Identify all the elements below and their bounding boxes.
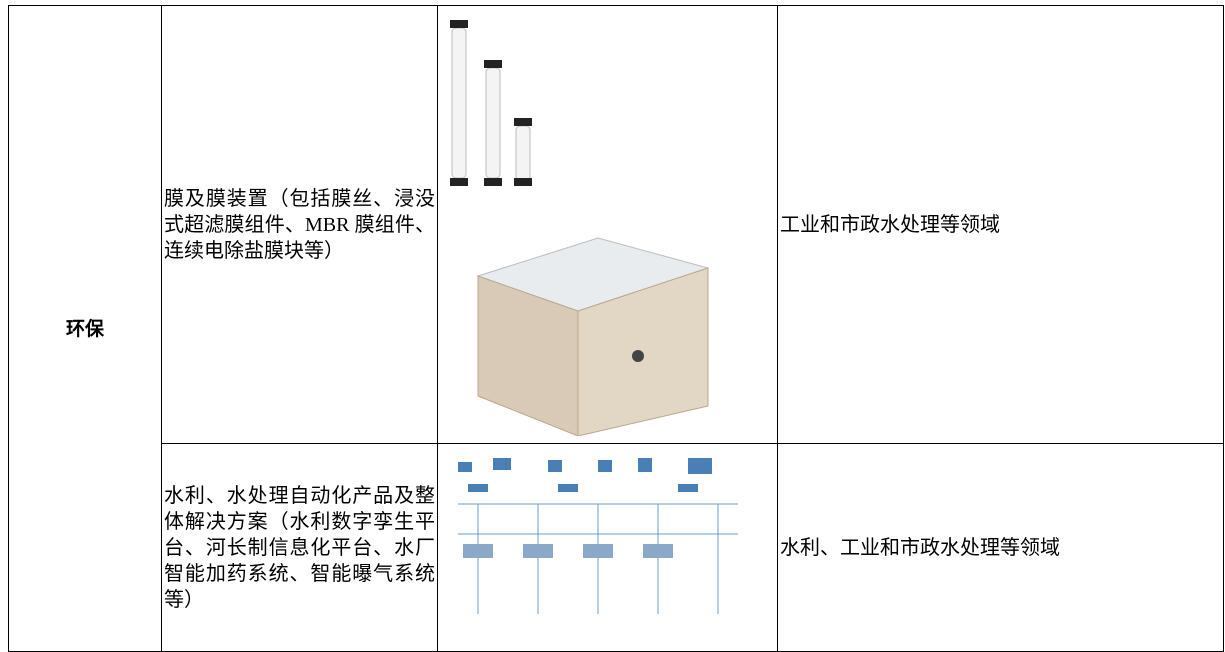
image-cell	[437, 443, 778, 652]
application-cell: 水利、工业和市政水处理等领域	[777, 443, 1224, 652]
application-cell: 工业和市政水处理等领域	[777, 5, 1224, 444]
product-cell: 膜及膜装置（包括膜丝、浸没式超滤膜组件、MBR 膜组件、连续电除盐膜块等）	[161, 5, 438, 444]
table-row: 环保 膜及膜装置（包括膜丝、浸没式超滤膜组件、MBR 膜组件、连续电除盐膜块等）	[8, 5, 1224, 652]
membrane-image	[450, 20, 710, 437]
system-diagram	[458, 458, 738, 614]
product-cell: 水利、水处理自动化产品及整体解决方案（水利数字孪生平台、河长制信息化平台、水厂智…	[161, 443, 438, 652]
image-cell	[437, 5, 778, 444]
table-row: 水利、水处理自动化产品及整体解决方案（水利数字孪生平台、河长制信息化平台、水厂智…	[9, 443, 1224, 652]
category-cell: 环保	[8, 5, 162, 652]
product-table: 环保 膜及膜装置（包括膜丝、浸没式超滤膜组件、MBR 膜组件、连续电除盐膜块等）	[8, 5, 1224, 652]
